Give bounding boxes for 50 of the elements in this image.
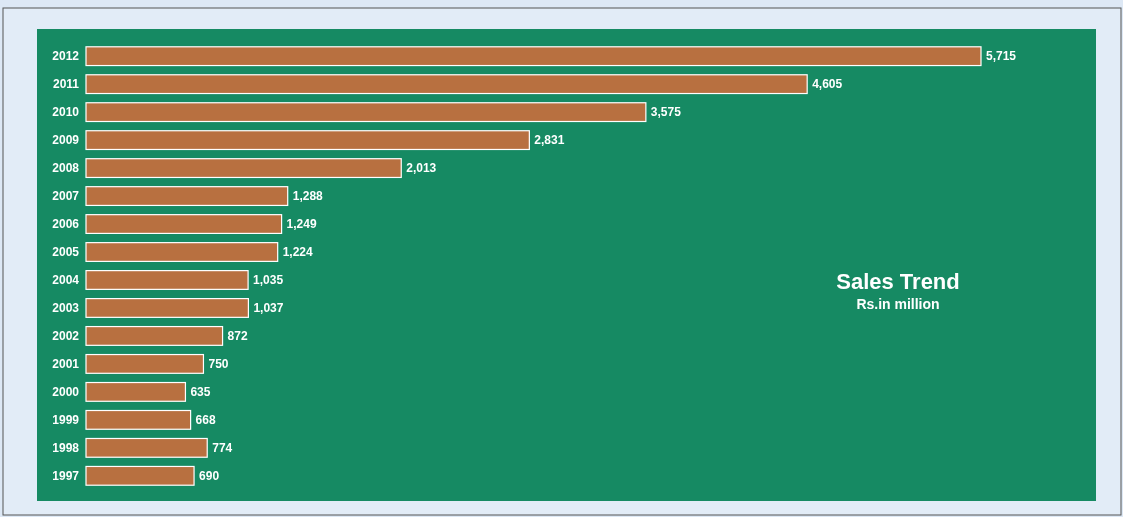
text: Rs.in million (856, 296, 940, 312)
bar (85, 270, 249, 290)
y-tick-label: 2006 (52, 216, 80, 231)
data-label: 635 (190, 384, 211, 399)
bar (85, 381, 187, 402)
data-label: 774 (212, 440, 233, 455)
y-tick-label: 2007 (52, 188, 80, 203)
bar (85, 74, 808, 95)
bar (85, 102, 647, 123)
y-tick-label: 2003 (52, 300, 80, 315)
data-label: 750 (208, 356, 229, 371)
data-label: 668 (195, 412, 216, 427)
y-tick-label: 2000 (52, 384, 80, 399)
bar (85, 158, 402, 179)
y-tick-label: 1997 (52, 468, 80, 483)
data-label: 690 (199, 468, 220, 483)
y-tick-label: 2004 (52, 272, 80, 287)
bar (85, 465, 195, 486)
bar (85, 242, 279, 262)
bar (85, 353, 205, 374)
bar (85, 297, 249, 318)
y-tick-label: 2012 (52, 49, 80, 64)
data-label: 5,715 (986, 49, 1017, 64)
y-tick-label: 2002 (52, 328, 80, 343)
y-tick-label: 1999 (52, 412, 80, 427)
data-label: 2,831 (534, 133, 565, 148)
data-label: 1,249 (286, 217, 317, 232)
data-label: 3,575 (650, 105, 682, 120)
y-tick-label: 2005 (52, 244, 80, 259)
data-label: 1,288 (292, 189, 324, 204)
data-label: 872 (227, 328, 248, 343)
data-label: 4,605 (812, 77, 843, 92)
y-tick-label: 2001 (52, 356, 80, 371)
text: Sales Trend (836, 269, 960, 294)
bar (85, 437, 208, 458)
data-label: 1,224 (282, 245, 314, 260)
y-tick-label: 2009 (52, 132, 80, 147)
y-tick-label: 2008 (52, 160, 80, 175)
bar (85, 325, 224, 346)
data-label: 2,013 (406, 161, 437, 176)
bar (85, 46, 982, 67)
bar (85, 130, 530, 151)
bar (85, 214, 283, 235)
y-tick-label: 2010 (52, 104, 80, 119)
y-tick-label: 2011 (52, 76, 80, 91)
bar (85, 409, 192, 430)
data-label: 1,035 (253, 272, 284, 287)
data-label: 1,037 (253, 300, 284, 315)
bar (85, 186, 289, 207)
y-tick-label: 1998 (52, 440, 80, 455)
